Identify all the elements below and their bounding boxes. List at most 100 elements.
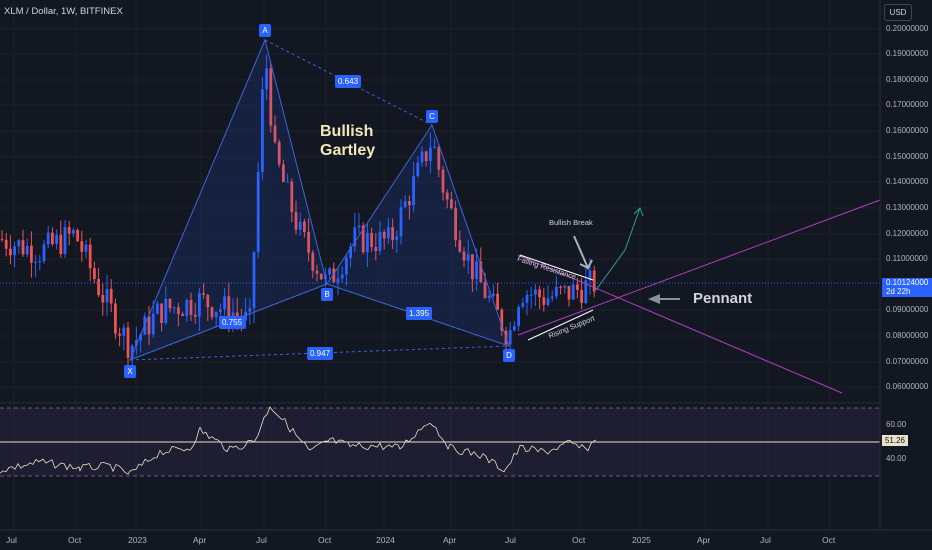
candle-body — [156, 303, 159, 314]
candle-body — [433, 146, 436, 148]
pennant-label[interactable]: Pennant — [693, 290, 753, 307]
candle-body — [492, 293, 495, 296]
price-tick-label: 0.20000000 — [886, 24, 929, 33]
candle-body — [294, 212, 298, 230]
price-tick-label: 0.19000000 — [886, 49, 929, 58]
pennant-upper-line — [517, 254, 843, 394]
candle-body — [336, 278, 340, 283]
candle-body — [429, 147, 432, 162]
falling-resistance-line — [519, 254, 594, 281]
candle-body — [454, 208, 457, 241]
candle-body — [185, 299, 189, 316]
time-tick-label: Apr — [193, 535, 207, 545]
candle-body — [0, 238, 4, 240]
candle-body — [114, 303, 117, 334]
candle-body — [168, 298, 172, 309]
time-tick-label: Oct — [822, 535, 836, 545]
candle-body — [374, 247, 378, 251]
price-tick-label: 0.16000000 — [886, 126, 929, 135]
candle-body — [51, 232, 54, 244]
ratio-xb[interactable]: 0.755 — [219, 316, 246, 329]
price-tick-label: 0.07000000 — [886, 357, 929, 366]
candle-body — [445, 192, 449, 200]
price-tick-label: 0.08000000 — [886, 331, 929, 340]
countdown-value: 2d 22h — [886, 287, 911, 296]
candle-body — [76, 229, 79, 242]
candle-body — [93, 268, 96, 280]
ratio-xd[interactable]: 0.947 — [307, 347, 334, 360]
candle-body — [72, 229, 75, 234]
candle-body — [227, 296, 231, 322]
rsi-level-60: 60.00 — [886, 420, 907, 429]
currency-button[interactable]: USD — [884, 4, 912, 21]
candle-body — [177, 307, 180, 315]
point-c-label[interactable]: C — [426, 110, 438, 123]
candle-body — [412, 176, 415, 206]
candle-body — [198, 293, 201, 317]
time-tick-label: Jul — [6, 535, 17, 545]
candle-body — [122, 327, 126, 336]
candle-body — [4, 239, 8, 249]
candle-body — [403, 201, 407, 208]
price-tick-label: 0.14000000 — [886, 177, 929, 186]
symbol-title[interactable]: XLM / Dollar, 1W, BITFINEX — [4, 6, 123, 17]
candle-body — [366, 232, 369, 253]
ac-line — [264, 39, 433, 126]
point-a-label[interactable]: A — [259, 24, 271, 37]
point-d-label[interactable]: D — [503, 349, 515, 362]
candle-body — [349, 246, 352, 258]
current-price-tag: 0.10124000 2d 22h — [882, 278, 932, 297]
candle-body — [151, 313, 155, 335]
candle-body — [34, 261, 37, 263]
price-tick-label: 0.11000000 — [886, 254, 928, 263]
candle-body — [46, 232, 50, 245]
candle-body — [172, 307, 176, 309]
time-tick-label: 2024 — [376, 535, 395, 545]
pattern-title-line1: Bullish — [320, 123, 374, 140]
candle-body — [555, 286, 558, 297]
break-arrow-icon — [573, 235, 593, 271]
candle-body — [345, 257, 348, 275]
candle-body — [13, 246, 16, 256]
candle-body — [475, 261, 478, 280]
point-b-label[interactable]: B — [321, 288, 333, 301]
candle-body — [181, 314, 184, 316]
candle-body — [273, 125, 277, 142]
candle-body — [17, 240, 21, 247]
pattern-triangle-xab — [129, 38, 328, 361]
bullish-break-arrow — [595, 207, 641, 291]
candle-body — [303, 221, 306, 232]
candle-body — [101, 295, 105, 303]
candle-body — [521, 302, 525, 307]
candle-body — [332, 268, 336, 283]
price-tick-label: 0.12000000 — [886, 229, 929, 238]
candle-body — [592, 270, 596, 292]
candle-body — [450, 199, 453, 209]
candle-body — [160, 303, 163, 324]
candle-body — [563, 285, 567, 288]
bullish-break-label[interactable]: Bullish Break — [549, 218, 593, 227]
ratio-ac[interactable]: 0.643 — [335, 75, 362, 88]
ratio-bd[interactable]: 1.395 — [406, 307, 433, 320]
pattern-title-line2: Gartley — [320, 142, 376, 159]
time-tick-label: 2025 — [632, 535, 651, 545]
price-tick-label: 0.06000000 — [886, 382, 929, 391]
candle-body — [567, 285, 571, 300]
candle-body — [508, 330, 512, 345]
point-x-label[interactable]: X — [124, 365, 136, 378]
price-tick-label: 0.09000000 — [886, 305, 929, 314]
candle-body — [269, 68, 273, 126]
candle-body — [399, 207, 403, 237]
candle-body — [315, 270, 319, 274]
candle-body — [59, 234, 63, 254]
candle-body — [538, 289, 541, 298]
candle-body — [130, 345, 134, 358]
xb-line — [129, 283, 328, 361]
candle-body — [550, 296, 554, 299]
candle-body — [298, 221, 302, 230]
candle-body — [282, 164, 285, 182]
candle-body — [42, 244, 46, 262]
candle-body — [189, 299, 193, 315]
price-tick-label: 0.18000000 — [886, 75, 929, 84]
